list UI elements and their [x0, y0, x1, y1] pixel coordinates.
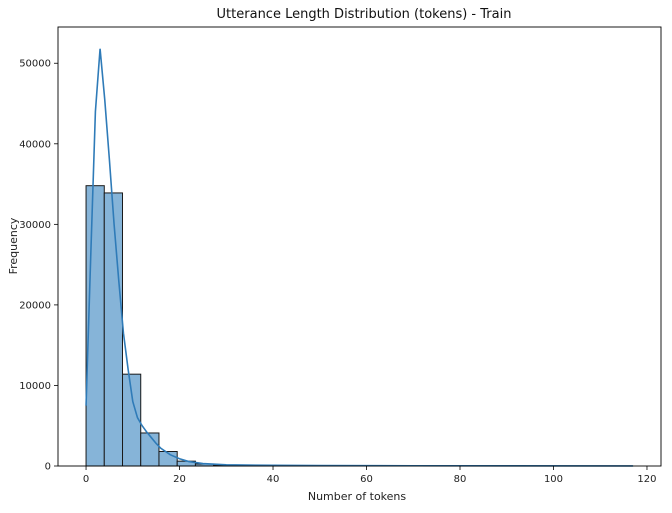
histogram-bar: [103, 192, 124, 467]
y-tick-label: 0: [45, 462, 51, 473]
y-tick-label: 30000: [19, 220, 51, 231]
y-axis-label: Frequency: [7, 217, 20, 274]
x-tick-label: 20: [173, 474, 186, 485]
x-tick-label: 0: [83, 474, 89, 485]
y-tick-label: 20000: [19, 300, 51, 311]
plot-area: [57, 26, 662, 467]
x-tick-label: 80: [454, 474, 467, 485]
x-tick-label: 100: [544, 474, 563, 485]
histogram-bar: [140, 432, 160, 467]
x-tick-label: 40: [267, 474, 280, 485]
axes-frame: [57, 26, 662, 467]
x-tick-label: 120: [637, 474, 656, 485]
chart-title: Utterance Length Distribution (tokens) -…: [217, 7, 512, 22]
y-tick-label: 40000: [19, 139, 51, 150]
y-tick-label: 10000: [19, 381, 51, 392]
y-tick-label: 50000: [19, 59, 51, 70]
bar-series: [85, 185, 634, 467]
y-axis: 0 10000 20000 30000 40000 50000: [19, 59, 58, 473]
x-axis-label: Number of tokens: [308, 490, 407, 503]
x-tick-label: 60: [360, 474, 373, 485]
x-axis: 0 20 40 60 80 100 120: [83, 466, 657, 485]
kde-line: [85, 48, 633, 467]
